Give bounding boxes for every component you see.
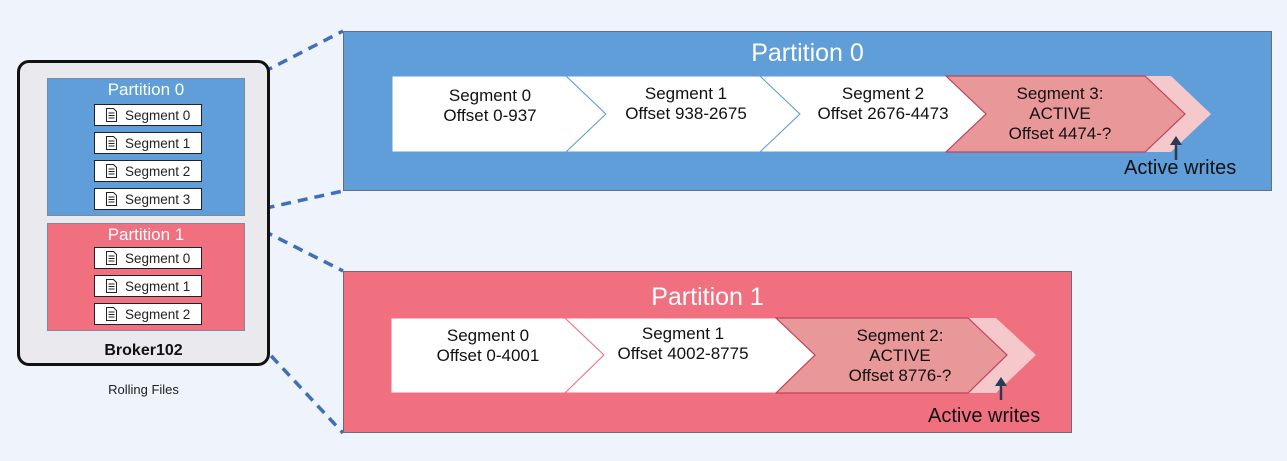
- file-segment-3[interactable]: Segment 3: [94, 188, 202, 210]
- segment-name: Segment 2: [841, 84, 925, 103]
- segment-name: Segment 1: [644, 84, 728, 103]
- partition-1-title: Partition 1: [651, 283, 764, 311]
- file-segment-label: Segment 0: [125, 250, 191, 266]
- file-segment-label: Segment 2: [125, 306, 191, 322]
- file-segment-0[interactable]: Segment 0: [94, 247, 202, 269]
- broker-partition-1: Partition 1 Segment 0 Segment 1 Segment …: [47, 223, 245, 331]
- document-icon: [106, 192, 117, 206]
- segment-offset: Offset 938-2675: [625, 104, 747, 123]
- document-icon: [106, 108, 117, 122]
- broker-partition-0-label: Partition 0: [107, 80, 185, 99]
- active-writes-label-1: Active writes: [928, 405, 1041, 427]
- partition-0-title: Partition 0: [751, 39, 864, 67]
- document-icon: [106, 136, 117, 150]
- rolling-files-caption: Rolling Files: [108, 382, 179, 397]
- segment-offset: Offset 4002-8775: [617, 344, 749, 363]
- broker-partition-0: Partition 0 Segment 0 Segment 1 Segment …: [47, 78, 245, 216]
- segment-name: Segment 0: [448, 86, 532, 105]
- chevron-p1-active-tail: [968, 318, 1036, 393]
- segment-status: ACTIVE: [1029, 104, 1091, 123]
- segment-status: ACTIVE: [869, 346, 931, 365]
- segment-offset: Offset 0-937: [443, 106, 537, 125]
- document-icon: [106, 251, 117, 265]
- file-segment-label: Segment 1: [125, 135, 191, 151]
- broker-partition-1-label: Partition 1: [107, 225, 185, 244]
- p1-segment-0-text: Segment 0 Offset 0-4001: [418, 326, 558, 366]
- active-writes-label-0: Active writes: [1124, 157, 1237, 179]
- segment-name: Segment 3:: [1016, 84, 1104, 103]
- p0-segment-2-text: Segment 2 Offset 2676-4473: [798, 84, 968, 124]
- segment-name: Segment 0: [446, 326, 530, 345]
- document-icon: [106, 164, 117, 178]
- segment-offset: Offset 0-4001: [436, 346, 540, 365]
- segment-name: Segment 1: [641, 324, 725, 343]
- file-segment-1[interactable]: Segment 1: [94, 275, 202, 297]
- document-icon: [106, 307, 117, 321]
- p0-segment-3-text: Segment 3: ACTIVE Offset 4474-?: [990, 84, 1130, 144]
- p0-segment-1-text: Segment 1 Offset 938-2675: [608, 84, 764, 124]
- broker-name: Broker102: [104, 342, 183, 359]
- segment-name: Segment 2:: [856, 326, 944, 345]
- file-segment-2[interactable]: Segment 2: [94, 160, 202, 182]
- chevron-p1-segment-2-active: [774, 317, 1008, 394]
- chevron-p0-segment-3-active: [944, 75, 1186, 153]
- file-segment-label: Segment 3: [125, 191, 191, 207]
- file-segment-2[interactable]: Segment 2: [94, 303, 202, 325]
- document-icon: [106, 279, 117, 293]
- p1-segment-1-text: Segment 1 Offset 4002-8775: [603, 324, 763, 364]
- p1-segment-2-text: Segment 2: ACTIVE Offset 8776-?: [830, 326, 970, 386]
- file-segment-0[interactable]: Segment 0: [94, 104, 202, 126]
- chevron-p0-active-tail: [1145, 76, 1211, 152]
- file-segment-label: Segment 1: [125, 278, 191, 294]
- file-segment-label: Segment 0: [125, 107, 191, 123]
- segment-offset: Offset 4474-?: [1008, 124, 1112, 143]
- file-segment-label: Segment 2: [125, 163, 191, 179]
- p0-segment-0-text: Segment 0 Offset 0-937: [420, 86, 560, 126]
- segment-offset: Offset 2676-4473: [817, 104, 949, 123]
- segment-offset: Offset 8776-?: [848, 366, 952, 385]
- file-segment-1[interactable]: Segment 1: [94, 132, 202, 154]
